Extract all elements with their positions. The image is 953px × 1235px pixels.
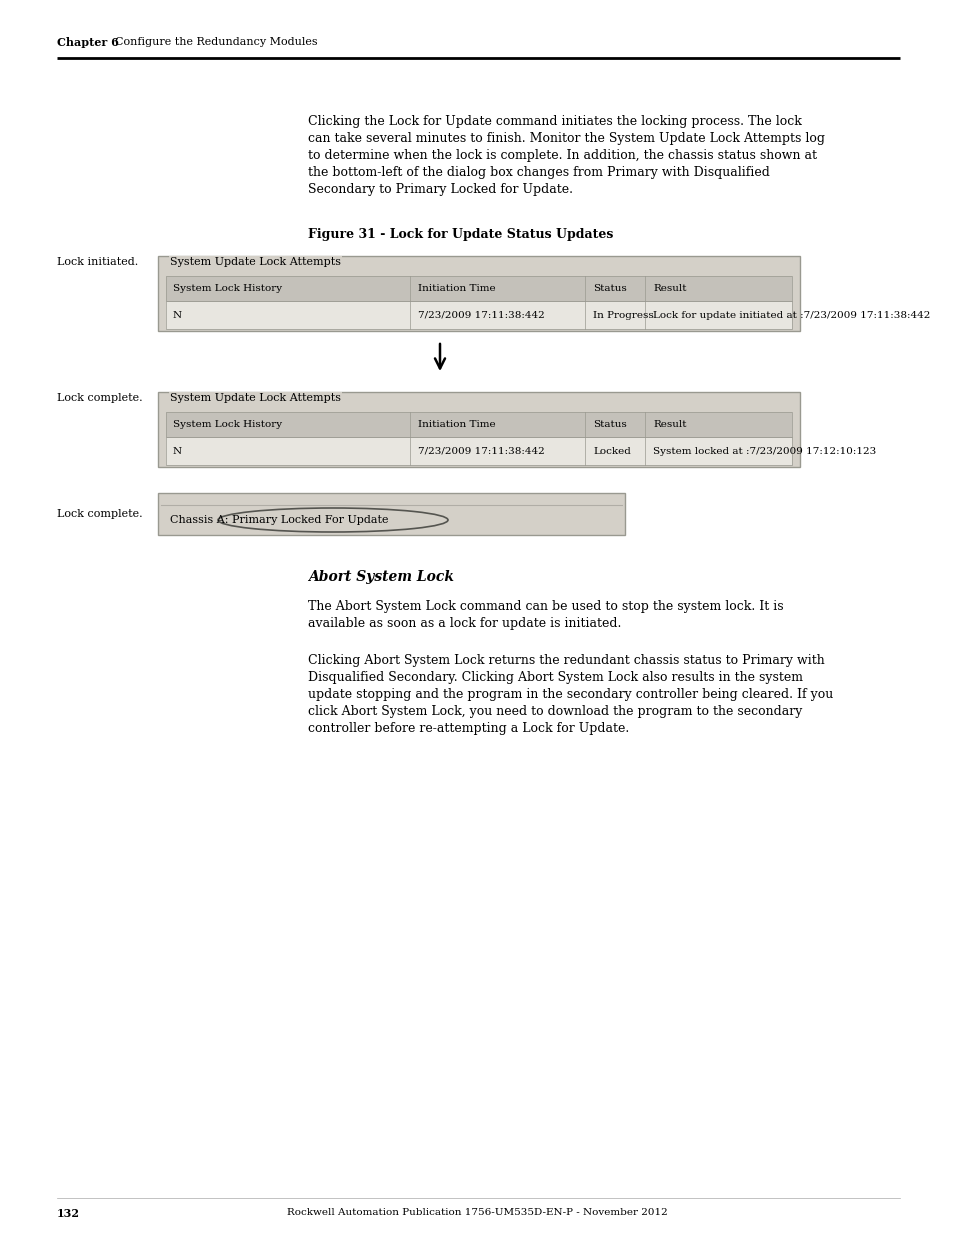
Text: Initiation Time: Initiation Time	[417, 284, 496, 293]
Text: System Lock History: System Lock History	[172, 420, 282, 429]
Bar	[166, 301, 791, 329]
Bar	[166, 412, 791, 437]
Text: Locked: Locked	[593, 447, 630, 456]
Text: Status: Status	[593, 420, 626, 429]
Text: to determine when the lock is complete. In addition, the chassis status shown at: to determine when the lock is complete. …	[308, 149, 816, 162]
Bar	[158, 391, 800, 467]
Text: Rockwell Automation Publication 1756-UM535D-EN-P - November 2012: Rockwell Automation Publication 1756-UM5…	[286, 1208, 667, 1216]
Text: Chassis A: Primary Locked For Update: Chassis A: Primary Locked For Update	[170, 515, 388, 525]
Text: controller before re-attempting a Lock for Update.: controller before re-attempting a Lock f…	[308, 722, 629, 735]
Text: N: N	[172, 310, 182, 320]
Text: N: N	[172, 447, 182, 456]
Text: Result: Result	[652, 284, 686, 293]
Text: click Abort System Lock, you need to download the program to the secondary: click Abort System Lock, you need to dow…	[308, 705, 801, 718]
Text: Figure 31 - Lock for Update Status Updates: Figure 31 - Lock for Update Status Updat…	[308, 228, 613, 241]
Text: System locked at :7/23/2009 17:12:10:123: System locked at :7/23/2009 17:12:10:123	[652, 447, 876, 456]
Bar	[166, 301, 791, 329]
Text: System Lock History: System Lock History	[172, 284, 282, 293]
Text: Lock complete.: Lock complete.	[57, 393, 143, 403]
Bar	[158, 493, 624, 535]
Bar	[166, 275, 791, 301]
Text: Status: Status	[593, 284, 626, 293]
Text: In Progress: In Progress	[593, 310, 653, 320]
Text: the bottom-left of the dialog box changes from Primary with Disqualified: the bottom-left of the dialog box change…	[308, 165, 769, 179]
Text: Lock complete.: Lock complete.	[57, 509, 143, 519]
Text: Clicking the Lock for Update command initiates the locking process. The lock: Clicking the Lock for Update command ini…	[308, 115, 801, 128]
Text: Lock for update initiated at :7/23/2009 17:11:38:442: Lock for update initiated at :7/23/2009 …	[652, 310, 929, 320]
Text: update stopping and the program in the secondary controller being cleared. If yo: update stopping and the program in the s…	[308, 688, 832, 701]
Text: Initiation Time: Initiation Time	[417, 420, 496, 429]
Text: Chapter 6: Chapter 6	[57, 37, 119, 47]
Text: Clicking Abort System Lock returns the redundant chassis status to Primary with: Clicking Abort System Lock returns the r…	[308, 655, 824, 667]
Text: 7/23/2009 17:11:38:442: 7/23/2009 17:11:38:442	[417, 447, 544, 456]
Text: The Abort System Lock command can be used to stop the system lock. It is: The Abort System Lock command can be use…	[308, 600, 782, 613]
Bar	[166, 412, 791, 437]
Text: Result: Result	[652, 420, 686, 429]
Text: Disqualified Secondary. Clicking Abort System Lock also results in the system: Disqualified Secondary. Clicking Abort S…	[308, 671, 802, 684]
Text: 7/23/2009 17:11:38:442: 7/23/2009 17:11:38:442	[417, 310, 544, 320]
Bar	[166, 437, 791, 466]
Text: Configure the Redundancy Modules: Configure the Redundancy Modules	[115, 37, 317, 47]
Bar	[158, 256, 800, 331]
Text: 132: 132	[57, 1208, 80, 1219]
Text: Abort System Lock: Abort System Lock	[308, 571, 454, 584]
Text: can take several minutes to finish. Monitor the System Update Lock Attempts log: can take several minutes to finish. Moni…	[308, 132, 824, 144]
Text: available as soon as a lock for update is initiated.: available as soon as a lock for update i…	[308, 618, 620, 630]
Text: Secondary to Primary Locked for Update.: Secondary to Primary Locked for Update.	[308, 183, 573, 196]
Text: System Update Lock Attempts: System Update Lock Attempts	[170, 257, 340, 267]
Bar	[166, 437, 791, 466]
Bar	[166, 275, 791, 301]
Text: System Update Lock Attempts: System Update Lock Attempts	[170, 393, 340, 403]
Text: Lock initiated.: Lock initiated.	[57, 257, 138, 267]
